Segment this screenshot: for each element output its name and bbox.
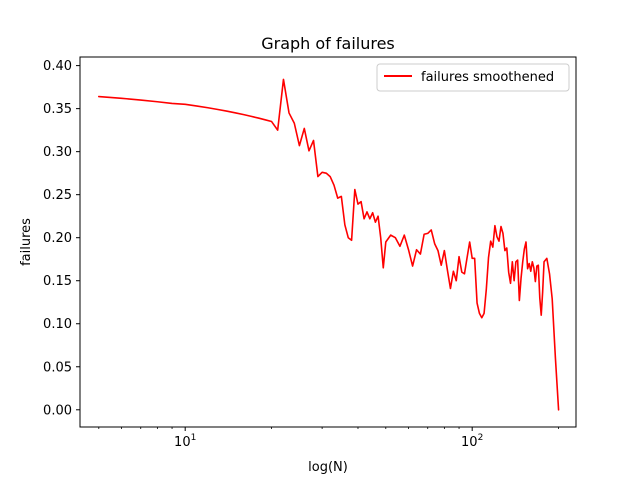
y-tick-label: 0.30 xyxy=(43,145,72,160)
y-tick-label: 0.40 xyxy=(43,59,72,74)
x-axis-label: log(N) xyxy=(308,460,348,475)
series-layer xyxy=(98,78,560,411)
y-tick-label: 0.05 xyxy=(43,360,72,375)
legend-box xyxy=(376,63,570,92)
x-tick-label: 101 xyxy=(174,433,196,450)
legend-label: failures smoothened xyxy=(421,70,554,85)
y-tick-label: 0.10 xyxy=(43,317,72,332)
y-tick-label: 0.15 xyxy=(43,274,72,289)
legend: failures smoothened xyxy=(376,63,570,92)
y-tick-label: 0.35 xyxy=(43,102,72,117)
axis-ticks: 0.00 0.05 0.10 0.15 0.20 0.25 0.30 0.35 0.40 101 1… xyxy=(43,59,559,450)
y-axis-label: failures xyxy=(19,218,34,266)
plot-frame xyxy=(79,56,577,428)
x-tick-label: 102 xyxy=(461,433,483,450)
chart-title: Graph of failures xyxy=(261,34,395,53)
y-tick-label: 0.25 xyxy=(43,188,72,203)
y-tick-label: 0.00 xyxy=(43,403,72,418)
y-tick-label: 0.20 xyxy=(43,231,72,246)
series-line-0 xyxy=(98,78,560,411)
